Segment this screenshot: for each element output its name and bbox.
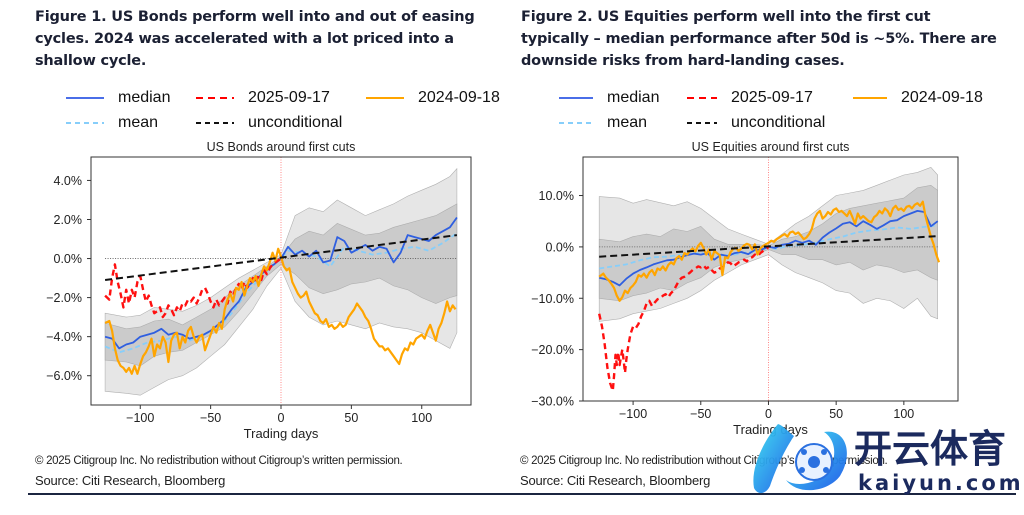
legend-line-unconditional-icon — [196, 122, 234, 124]
legend-item-median: median — [66, 89, 170, 107]
legend-label: 2025-09-17 — [248, 89, 330, 106]
chart-2: US Equities around first cuts −100 −50 0 50 1… — [531, 140, 959, 437]
x-tick-label: 0 — [765, 407, 772, 421]
legend-item-2024: 2024-09-18 — [366, 89, 500, 107]
series-unconditional — [599, 235, 938, 258]
y-tick-label: −20.0% — [531, 343, 574, 357]
y-tick-label: 10.0% — [539, 189, 574, 203]
x-tick-label: 50 — [344, 411, 358, 425]
watermark-logo: 开云体育 kaiyun.com — [736, 418, 1024, 498]
legend-line-mean-icon — [559, 122, 593, 124]
y-tick-label: 4.0% — [54, 174, 83, 188]
legend-item-mean: mean — [559, 114, 647, 132]
legend-item-unconditional: unconditional — [687, 114, 825, 132]
legend-item-median: median — [559, 89, 659, 107]
band-inner-range — [598, 184, 938, 302]
legend-item-mean: mean — [66, 114, 158, 132]
legend-label: unconditional — [731, 114, 826, 131]
legend-label: 2024-09-18 — [418, 89, 500, 106]
legend-line-2024-icon — [366, 97, 404, 99]
legend-label: mean — [118, 114, 159, 131]
chart-title: US Equities around first cuts — [692, 140, 850, 154]
x-tick-label: −50 — [200, 411, 221, 425]
watermark-cn: 开云体育 — [854, 427, 1006, 471]
legend-label: 2024-09-18 — [901, 89, 983, 106]
y-tick-label: −30.0% — [531, 395, 574, 409]
x-tick-label: 0 — [278, 411, 285, 425]
y-tick-label: 0.0% — [546, 240, 575, 254]
watermark-en: kaiyun.com — [858, 471, 1024, 495]
series-2025-09-17 — [598, 246, 770, 392]
x-axis-label: Trading days — [244, 426, 319, 441]
plot-area — [598, 157, 941, 401]
x-tick-label: −100 — [619, 407, 647, 421]
legend-line-unconditional-icon — [687, 122, 717, 124]
series-unconditional — [104, 234, 458, 281]
legend-label: median — [607, 89, 660, 106]
figure-2-caption: Figure 2. US Equities perform well into … — [521, 9, 997, 69]
x-tick-label: 50 — [829, 407, 843, 421]
source-1: Source: Citi Research, Bloomberg — [35, 473, 226, 488]
axes-frame — [582, 156, 959, 402]
y-tick-label: −2.0% — [46, 291, 82, 305]
chart-1: US Bonds around first cuts −100 −50 0 50 100 T… — [46, 140, 472, 441]
chart-title: US Bonds around first cuts — [207, 140, 356, 154]
legend-line-2025-icon — [196, 97, 234, 99]
plot-area — [104, 157, 458, 405]
source-2: Source: Citi Research, Bloomberg — [520, 473, 711, 488]
legend-item-2025: 2025-09-17 — [196, 89, 330, 107]
legend-item-unconditional: unconditional — [196, 114, 342, 132]
x-tick-label: −50 — [690, 407, 711, 421]
legend-line-mean-icon — [66, 122, 104, 124]
legend-line-2024-icon — [853, 97, 887, 99]
y-tick-label: 2.0% — [54, 213, 83, 227]
legend-line-median-icon — [559, 97, 593, 99]
divider — [28, 493, 1016, 495]
x-tick-label: 100 — [411, 411, 432, 425]
legend-item-2024: 2024-09-18 — [853, 89, 983, 107]
copyright-1: © 2025 Citigroup Inc. No redistribution … — [35, 455, 403, 467]
kaiyun-logo-icon: 开云体育 kaiyun.com — [753, 424, 1024, 495]
series-2024-09-18 — [598, 200, 941, 302]
legend-label: median — [118, 89, 171, 106]
legend-line-2025-icon — [687, 97, 717, 99]
series-mean — [104, 232, 458, 354]
legend-item-2025: 2025-09-17 — [687, 89, 813, 107]
y-tick-label: −10.0% — [531, 292, 574, 306]
y-tick-label: −6.0% — [46, 369, 82, 383]
y-tick-label: 0.0% — [54, 252, 83, 266]
y-tick-label: −4.0% — [46, 330, 82, 344]
x-tick-label: 100 — [893, 407, 914, 421]
legend-line-median-icon — [66, 97, 104, 99]
legend-label: unconditional — [248, 114, 343, 131]
x-tick-label: −100 — [126, 411, 154, 425]
figure-1-caption: Figure 1. US Bonds perform well into and… — [35, 9, 475, 69]
legend-label: 2025-09-17 — [731, 89, 813, 106]
legend-label: mean — [607, 114, 648, 131]
